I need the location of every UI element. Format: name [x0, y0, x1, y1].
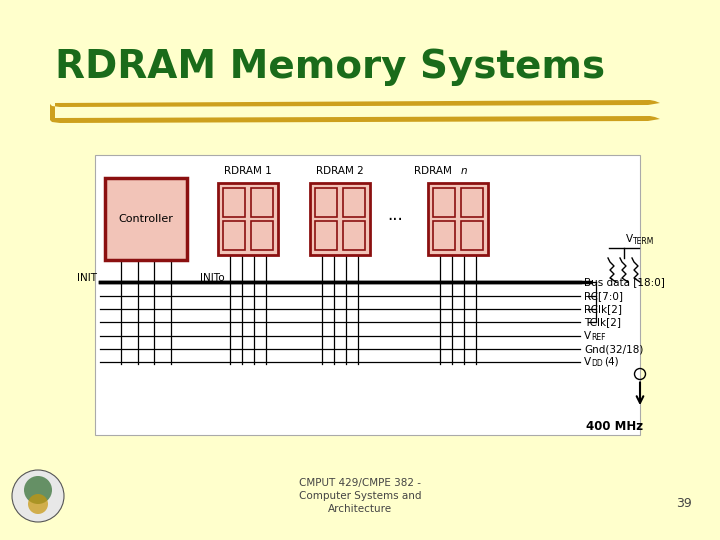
- Bar: [343, 188, 365, 217]
- Bar: [251, 188, 273, 217]
- Bar: [223, 188, 246, 217]
- Bar: [315, 188, 338, 217]
- Bar: [461, 221, 483, 250]
- Bar: [223, 221, 246, 250]
- Bar: [251, 221, 273, 250]
- Text: RClk[2]: RClk[2]: [584, 304, 622, 314]
- Text: n: n: [461, 166, 467, 176]
- Text: TERM: TERM: [633, 237, 654, 246]
- Text: DD: DD: [591, 360, 603, 368]
- Text: RDRAM 2: RDRAM 2: [316, 166, 364, 176]
- Circle shape: [28, 494, 48, 514]
- Bar: [310, 183, 370, 255]
- Bar: [315, 221, 338, 250]
- Bar: [95, 155, 640, 435]
- Bar: [461, 188, 483, 217]
- Bar: [428, 183, 488, 255]
- Circle shape: [12, 470, 64, 522]
- Text: V: V: [584, 331, 591, 341]
- Text: V: V: [626, 234, 633, 244]
- Text: Gnd(32/18): Gnd(32/18): [584, 344, 644, 354]
- Text: ...: ...: [387, 206, 403, 224]
- Text: Controller: Controller: [119, 214, 174, 224]
- Text: TClk[2]: TClk[2]: [584, 317, 621, 327]
- Bar: [433, 188, 455, 217]
- Text: (4): (4): [604, 357, 618, 367]
- Circle shape: [24, 476, 52, 504]
- Text: 39: 39: [676, 497, 692, 510]
- Text: INIT: INIT: [77, 273, 97, 283]
- Text: V: V: [584, 357, 591, 367]
- Text: REF: REF: [591, 334, 606, 342]
- Bar: [218, 183, 278, 255]
- Text: RDRAM 1: RDRAM 1: [224, 166, 272, 176]
- Text: INITo: INITo: [200, 273, 225, 283]
- Bar: [433, 221, 455, 250]
- Text: Computer Systems and: Computer Systems and: [299, 491, 421, 501]
- Text: Bus data [18:0]: Bus data [18:0]: [584, 277, 665, 287]
- Text: 400 MHz: 400 MHz: [586, 420, 644, 433]
- Bar: [105, 178, 187, 260]
- Text: Architecture: Architecture: [328, 504, 392, 514]
- Bar: [343, 221, 365, 250]
- Text: CMPUT 429/CMPE 382 -: CMPUT 429/CMPE 382 -: [299, 478, 421, 488]
- Polygon shape: [50, 100, 660, 123]
- Text: RC[7:0]: RC[7:0]: [584, 291, 623, 301]
- Text: RDRAM: RDRAM: [414, 166, 455, 176]
- Text: RDRAM Memory Systems: RDRAM Memory Systems: [55, 48, 605, 86]
